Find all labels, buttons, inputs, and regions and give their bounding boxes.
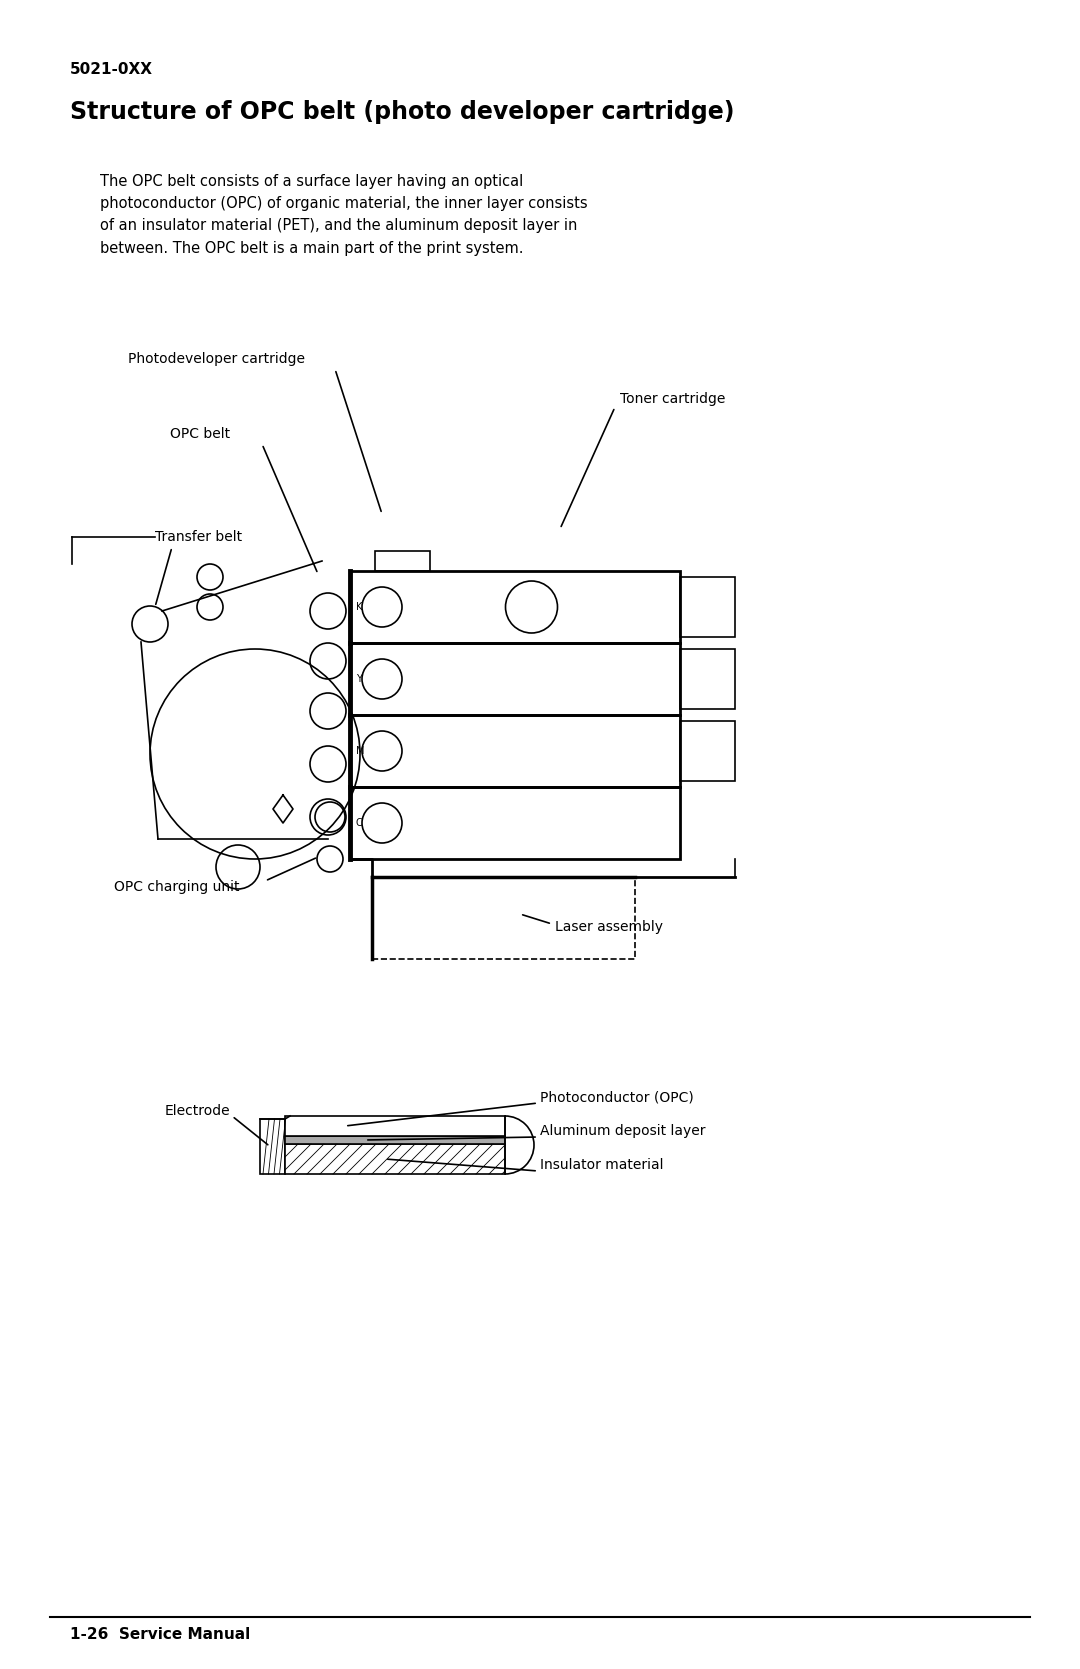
Bar [372, 876, 635, 960]
Text: The OPC belt consists of a surface layer having an optical
photoconductor (OPC) : The OPC belt consists of a surface layer… [100, 174, 588, 255]
Text: C: C [356, 818, 363, 828]
Text: Aluminum deposit layer: Aluminum deposit layer [540, 1123, 705, 1138]
Bar [350, 571, 680, 643]
Bar [680, 649, 735, 709]
Text: Transfer belt: Transfer belt [156, 531, 242, 544]
Bar [350, 643, 680, 714]
Text: Y: Y [356, 674, 362, 684]
Text: OPC belt: OPC belt [170, 427, 230, 441]
Bar [285, 1137, 505, 1143]
Bar [350, 788, 680, 860]
Bar [680, 721, 735, 781]
Bar [350, 714, 680, 788]
Text: Toner cartridge: Toner cartridge [620, 392, 726, 406]
Text: Electrode: Electrode [164, 1103, 230, 1118]
Bar [285, 1117, 505, 1137]
Bar [375, 551, 430, 571]
Text: Photoconductor (OPC): Photoconductor (OPC) [540, 1090, 693, 1103]
Bar [285, 1143, 505, 1173]
Text: Photodeveloper cartridge: Photodeveloper cartridge [129, 352, 305, 366]
Text: Insulator material: Insulator material [540, 1158, 663, 1172]
Text: 5021-0XX: 5021-0XX [70, 62, 153, 77]
Bar [260, 1118, 285, 1173]
Text: M: M [356, 746, 365, 756]
Text: Structure of OPC belt (photo developer cartridge): Structure of OPC belt (photo developer c… [70, 100, 734, 124]
Bar [680, 577, 735, 638]
Text: OPC charging unit: OPC charging unit [114, 880, 240, 895]
Text: 1-26  Service Manual: 1-26 Service Manual [70, 1627, 251, 1642]
Text: K: K [356, 603, 363, 613]
Text: Laser assembly: Laser assembly [555, 920, 663, 935]
